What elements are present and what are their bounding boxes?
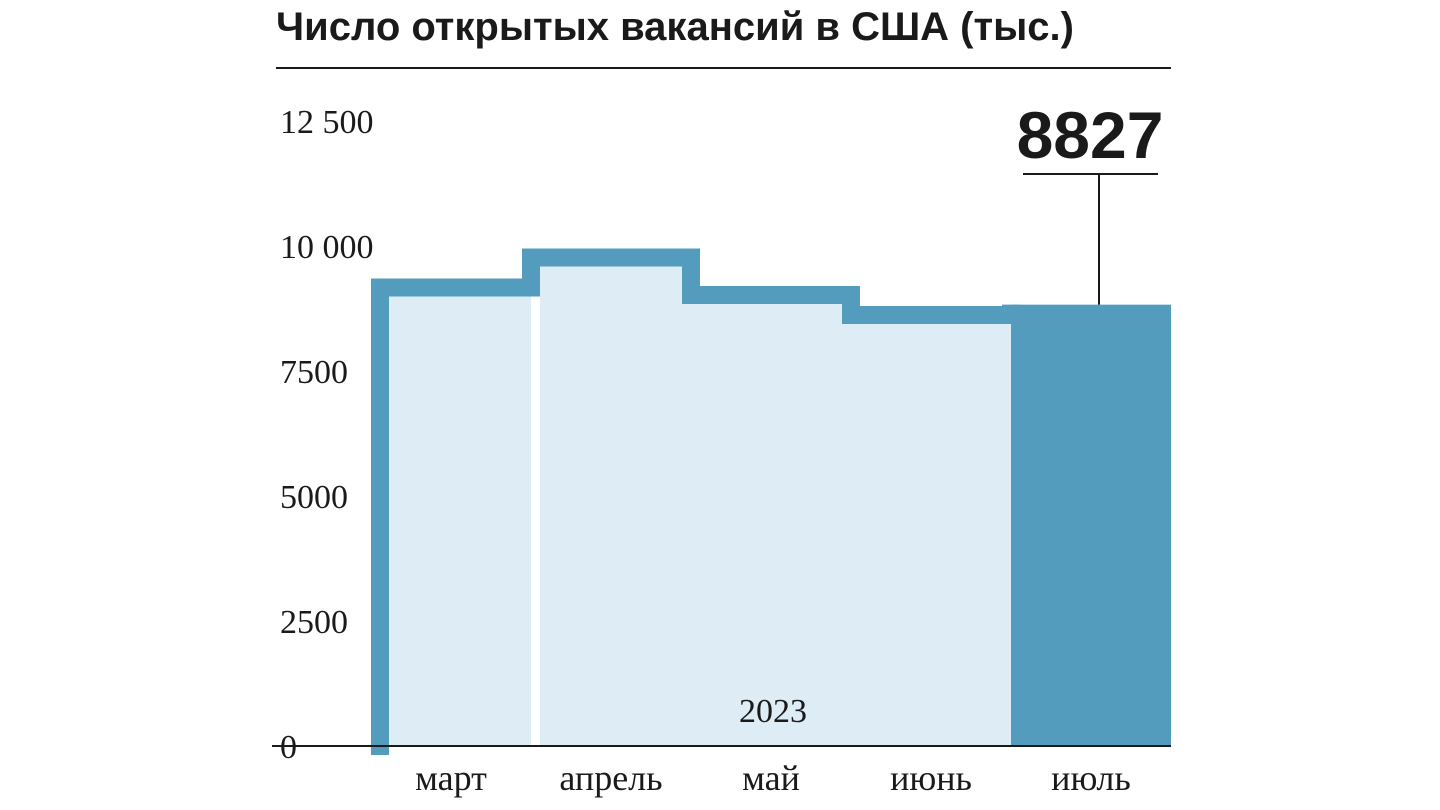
x-axis-categories: март апрель май июнь июль <box>415 758 1131 798</box>
chart-title: Число открытых вакансий в США (тыс.) <box>276 5 1074 49</box>
year-label: 2023 <box>739 693 807 730</box>
y-tick-label: 0 <box>280 729 297 766</box>
y-tick-label: 2500 <box>280 604 348 641</box>
y-tick-label: 5000 <box>280 479 348 516</box>
y-tick-label: 10 000 <box>280 229 374 266</box>
callout-value: 8827 <box>1017 98 1164 172</box>
category-label: апрель <box>559 758 662 798</box>
bar <box>540 257 700 746</box>
category-label: май <box>742 758 800 798</box>
category-label: июль <box>1051 758 1131 798</box>
y-axis-ticks: 0 2500 5000 7500 10 000 12 500 <box>280 104 374 766</box>
callout-group: 8827 <box>1017 98 1164 305</box>
category-label: март <box>415 758 487 798</box>
bar-highlight <box>1011 304 1171 746</box>
step-outline <box>371 248 1020 755</box>
y-tick-label: 7500 <box>280 354 348 391</box>
category-label: июнь <box>890 758 972 798</box>
outline-group <box>371 248 1020 755</box>
y-tick-label: 12 500 <box>280 104 374 141</box>
bar <box>860 315 1020 746</box>
bars-group <box>380 257 1171 746</box>
bar <box>700 295 860 746</box>
bar <box>380 287 531 746</box>
